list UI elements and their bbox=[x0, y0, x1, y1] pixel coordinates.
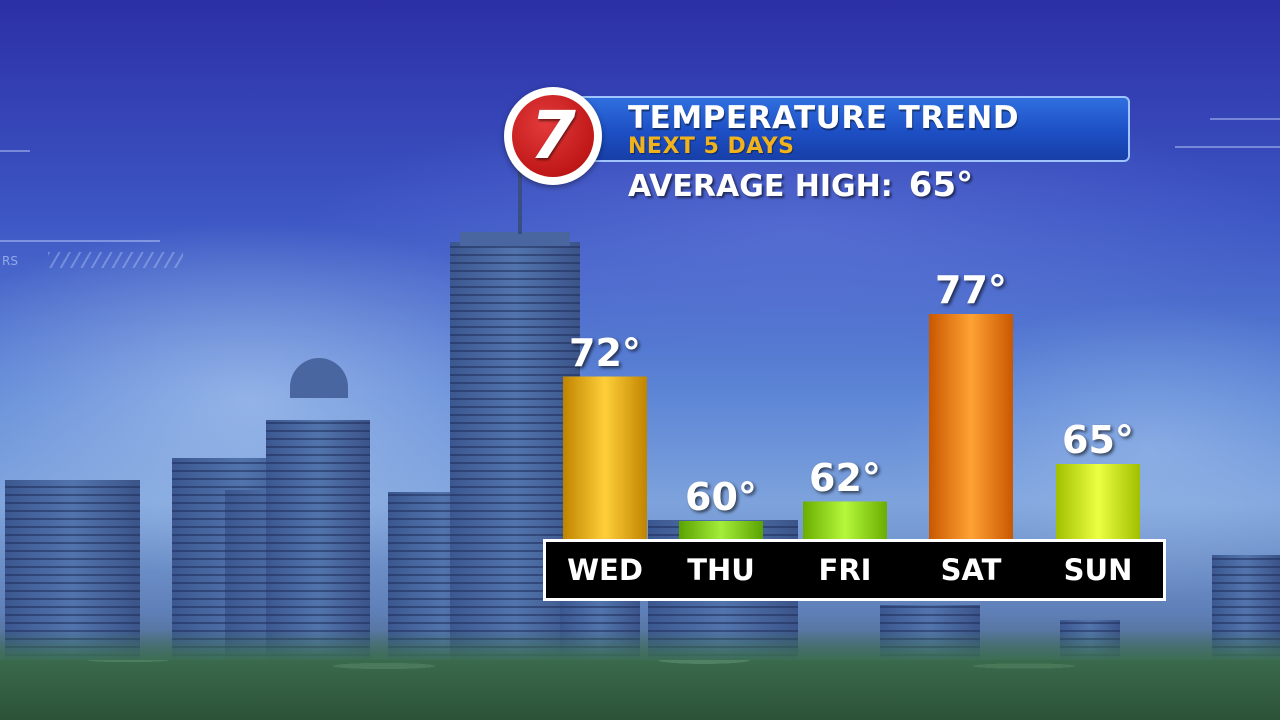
tower-crown bbox=[460, 232, 570, 246]
hud-stripes bbox=[48, 252, 183, 268]
title-bar: TEMPERATURE TREND NEXT 5 DAYS bbox=[560, 96, 1130, 162]
average-high-value: 65° bbox=[908, 165, 974, 205]
value-label-sun: 65° bbox=[1062, 418, 1134, 462]
station-logo: 7 bbox=[504, 87, 602, 185]
bar-sat bbox=[929, 314, 1013, 539]
value-label-thu: 60° bbox=[685, 475, 757, 519]
hud-line bbox=[0, 240, 160, 242]
hud-line bbox=[1210, 118, 1280, 120]
bar-sun bbox=[1056, 464, 1140, 539]
antenna bbox=[518, 170, 522, 234]
day-label-sat: SAT bbox=[940, 553, 1002, 587]
day-label-wed: WED bbox=[567, 553, 643, 587]
average-high: AVERAGE HIGH: 65° bbox=[628, 165, 973, 205]
average-high-label: AVERAGE HIGH: bbox=[628, 169, 893, 204]
day-label-fri: FRI bbox=[818, 553, 872, 587]
day-label-sun: SUN bbox=[1063, 553, 1133, 587]
bar-wed bbox=[563, 376, 647, 539]
value-label-sat: 77° bbox=[935, 268, 1007, 312]
logo-number: 7 bbox=[530, 97, 576, 174]
hud-text: RS bbox=[2, 254, 18, 268]
chart-subtitle: NEXT 5 DAYS bbox=[628, 134, 795, 159]
value-label-wed: 72° bbox=[569, 330, 641, 375]
tree-line bbox=[0, 660, 1280, 720]
logo-circle: 7 bbox=[512, 95, 594, 177]
value-label-fri: 62° bbox=[809, 455, 881, 500]
building-dome bbox=[290, 358, 348, 398]
chart-title: TEMPERATURE TREND bbox=[628, 100, 1020, 136]
bar-thu bbox=[679, 521, 763, 539]
day-strip: WED THU FRI SAT SUN bbox=[543, 539, 1166, 601]
hud-line bbox=[0, 150, 30, 152]
day-label-thu: THU bbox=[687, 553, 755, 587]
hud-line bbox=[1175, 146, 1280, 148]
bar-fri bbox=[803, 501, 887, 539]
